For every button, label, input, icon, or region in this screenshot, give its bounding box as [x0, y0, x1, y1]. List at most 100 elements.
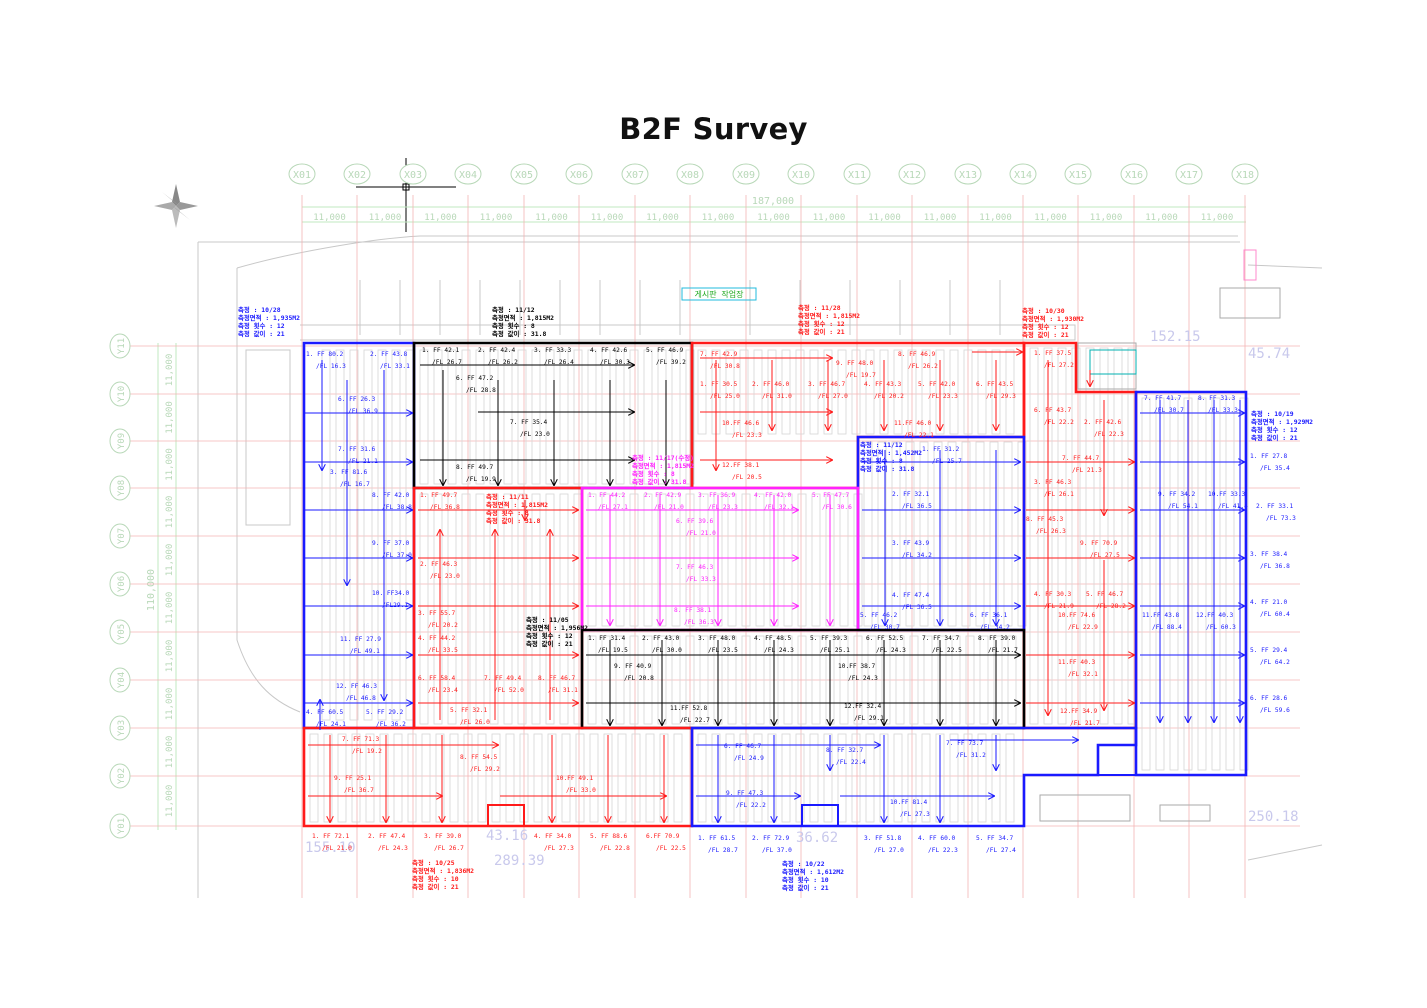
reading-label: 4. FF 43.3/FL 20.2 [864, 381, 904, 400]
reading-label: 1. FF 44.2/FL 27.1 [588, 492, 628, 511]
reading-label: 2. FF 42.6/FL 22.3 [1084, 419, 1124, 438]
reading-label: 8. FF 46.7/FL 31.1 [538, 675, 578, 694]
reading-label: 3. FF 38.4/FL 36.8 [1250, 551, 1290, 570]
rack-rows [309, 347, 1249, 823]
svg-text:/FL 19.7: /FL 19.7 [846, 372, 876, 379]
reading-label: 1. FF 49.7/FL 36.8 [420, 492, 460, 511]
grid-column-bubble: X16 [1120, 163, 1148, 185]
svg-text:4. FF 30.3: 4. FF 30.3 [1034, 591, 1072, 598]
svg-text:/FL 26.0: /FL 26.0 [460, 719, 490, 726]
reading-label: 6. FF 43.7/FL 22.2 [1034, 407, 1074, 426]
svg-text:/FL 37.0: /FL 37.0 [382, 552, 412, 559]
bay-dimension: 11,000 [646, 213, 679, 223]
dimension-labels: 11,000 11,000 11,000 11,000 11,000 11,000 11,0… [146, 196, 1233, 817]
svg-text:측정 횟수 : 8: 측정 횟수 : 8 [632, 469, 675, 478]
svg-text:1. FF 31.2: 1. FF 31.2 [922, 446, 960, 453]
reading-label: 1. FF 37.5/FL 27.2 [1034, 350, 1074, 369]
svg-text:5. FF 46.2: 5. FF 46.2 [860, 612, 898, 619]
reading-label: 8. FF 39.0/FL 21.7 [978, 635, 1018, 654]
svg-text:3. FF 33.3: 3. FF 33.3 [534, 347, 572, 354]
elev-label: 250.18 [1248, 809, 1299, 825]
svg-text:/FL 52.0: /FL 52.0 [494, 687, 524, 694]
reading-label: 3. FF 39.0/FL 26.7 [424, 833, 464, 852]
svg-text:2. FF 33.1: 2. FF 33.1 [1256, 503, 1294, 510]
svg-text:3. FF 46.7: 3. FF 46.7 [808, 381, 846, 388]
site-boundary [197, 235, 1323, 898]
svg-text:8. FF 31.3: 8. FF 31.3 [1198, 395, 1236, 402]
bay-dimension: 11,000 [1034, 213, 1067, 223]
svg-text:/FL 34.2: /FL 34.2 [902, 552, 932, 559]
reading-label: 4. FF 48.5/FL 24.3 [754, 635, 794, 654]
svg-text:/FL 54.1: /FL 54.1 [1168, 503, 1198, 510]
svg-text:/FL 24.3: /FL 24.3 [764, 647, 794, 654]
svg-text:2. FF 43.0: 2. FF 43.0 [642, 635, 680, 642]
svg-text:측정 : 10/22: 측정 : 10/22 [782, 859, 825, 868]
svg-text:/FL 27.0: /FL 27.0 [874, 847, 904, 854]
svg-text:측정면적 : 1,452M2: 측정면적 : 1,452M2 [860, 448, 922, 457]
svg-text:8. FF 38.1: 8. FF 38.1 [674, 607, 712, 614]
reading-label: 3. FF 36.9/FL 23.3 [698, 492, 738, 511]
svg-text:/FL 27.2: /FL 27.2 [1044, 362, 1074, 369]
svg-text:측정 횟수 : 10: 측정 횟수 : 10 [782, 875, 829, 884]
svg-text:/FL 25.1: /FL 25.1 [820, 647, 850, 654]
svg-text:4. FF 42.6: 4. FF 42.6 [590, 347, 628, 354]
grid-row-bubble: Y01 [109, 813, 131, 839]
svg-text:2. FF 42.4: 2. FF 42.4 [478, 347, 516, 354]
svg-text:측정 값이 : 31.8: 측정 값이 : 31.8 [860, 464, 914, 473]
reading-label: 3. FF 46.3/FL 26.1 [1034, 479, 1074, 498]
svg-text:/FL29.1: /FL29.1 [382, 602, 408, 609]
svg-text:/FL 19.5: /FL 19.5 [598, 647, 628, 654]
svg-text:/FL 25.0: /FL 25.0 [710, 393, 740, 400]
reading-label: 9. FF 37.0/FL 37.0 [372, 540, 412, 559]
reading-label: 1. FF 27.8/FL 35.4 [1250, 453, 1290, 472]
svg-text:/FL 37.0: /FL 37.0 [762, 847, 792, 854]
svg-text:8. FF 46.9: 8. FF 46.9 [898, 351, 936, 358]
svg-text:/FL 73.3: /FL 73.3 [1266, 515, 1296, 522]
svg-text:/FL 22.5: /FL 22.5 [932, 647, 962, 654]
svg-text:측정 값이 : 21: 측정 값이 : 21 [798, 327, 845, 336]
svg-text:Y01: Y01 [117, 818, 127, 834]
reading-label: 12.FF 34.9/FL 21.7 [1060, 708, 1100, 727]
svg-text:1. FF 37.5: 1. FF 37.5 [1034, 350, 1072, 357]
svg-text:2. FF 42.9: 2. FF 42.9 [644, 492, 682, 499]
grid-column-bubble: X10 [787, 163, 815, 185]
reading-label: 5. FF 47.7/FL 30.6 [812, 492, 852, 511]
reading-label: 9. FF 70.9/FL 27.5 [1080, 540, 1120, 559]
svg-text:X15: X15 [1069, 170, 1087, 181]
svg-text:/FL 36.5: /FL 36.5 [902, 604, 932, 611]
svg-text:11.FF 46.0: 11.FF 46.0 [894, 420, 932, 427]
svg-text:/FL 21.7: /FL 21.7 [988, 647, 1018, 654]
svg-text:/FL 22.9: /FL 22.9 [1068, 624, 1098, 631]
grid-column-bubble: X14 [1009, 163, 1037, 185]
reading-label: 11.FF 46.0/FL 22.1 [894, 420, 934, 439]
svg-text:/FL 36.2: /FL 36.2 [376, 721, 406, 728]
reading-label: 9. FF 47.3/FL 22.2 [726, 790, 766, 809]
svg-text:/FL 34.2: /FL 34.2 [980, 624, 1010, 631]
svg-text:/FL 19.9: /FL 19.9 [466, 476, 496, 483]
grid-column-bubble: X03 [399, 163, 427, 185]
bay-dimension: 11,000 [924, 213, 957, 223]
svg-text:Y05: Y05 [117, 624, 127, 640]
svg-text:8. FF 42.0: 8. FF 42.0 [372, 492, 410, 499]
reading-label: 8. FF 54.5/FL 29.2 [460, 754, 500, 773]
grid-column-bubble: X02 [343, 163, 371, 185]
bay-dimension: 11,000 [480, 213, 513, 223]
reading-label: 9. FF 34.2/FL 54.1 [1158, 491, 1198, 510]
svg-text:/FL 27.3: /FL 27.3 [544, 845, 574, 852]
reading-label: 8. FF 46.9/FL 26.2 [898, 351, 938, 370]
svg-text:1. FF 44.2: 1. FF 44.2 [588, 492, 626, 499]
svg-text:측정 : 10/30: 측정 : 10/30 [1022, 306, 1065, 315]
svg-text:/FL 23.4: /FL 23.4 [428, 687, 458, 694]
svg-text:/FL 22.7: /FL 22.7 [680, 717, 710, 724]
svg-text:2. FF 43.8: 2. FF 43.8 [370, 351, 408, 358]
svg-text:/FL 33.3: /FL 33.3 [1208, 407, 1238, 414]
svg-text:/FL 24.3: /FL 24.3 [378, 845, 408, 852]
svg-text:/FL 22.5: /FL 22.5 [656, 845, 686, 852]
svg-text:3. FF 55.7: 3. FF 55.7 [418, 610, 456, 617]
svg-text:6.FF 70.9: 6.FF 70.9 [646, 833, 680, 840]
svg-text:4. FF 47.4: 4. FF 47.4 [892, 592, 930, 599]
svg-text:측정 : 10/25: 측정 : 10/25 [412, 858, 455, 867]
svg-text:8. FF 39.0: 8. FF 39.0 [978, 635, 1016, 642]
svg-text:/FL 20.2: /FL 20.2 [874, 393, 904, 400]
